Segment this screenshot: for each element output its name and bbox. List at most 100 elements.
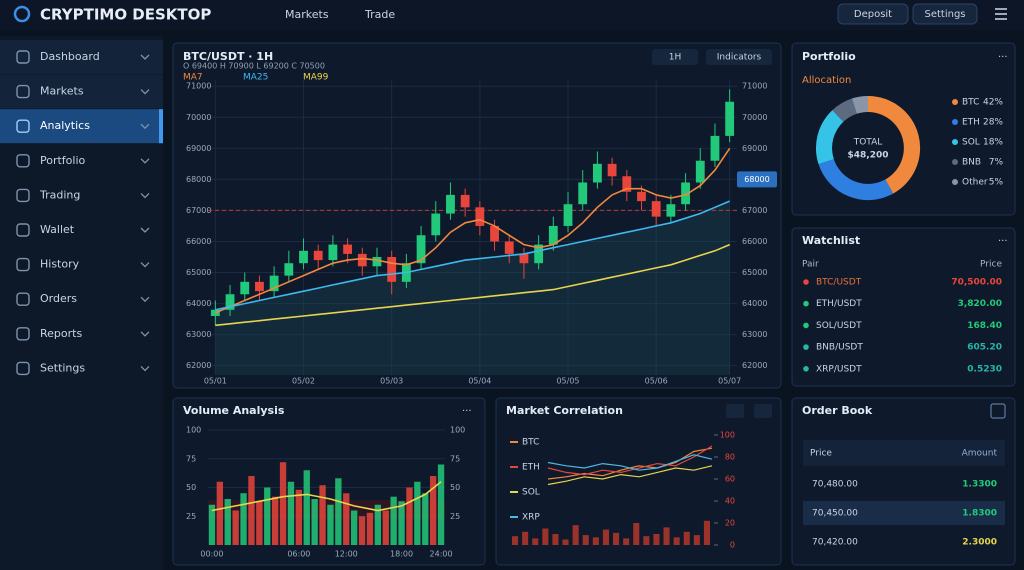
header-button-label[interactable]: Deposit [854, 9, 892, 20]
sidebar-item[interactable]: Trading [39, 188, 80, 201]
sidebar-item[interactable]: History [40, 258, 80, 271]
sidebar-item[interactable]: Wallet [40, 223, 75, 236]
sidebar-icon [16, 223, 30, 237]
header-button-label[interactable]: Settings [924, 9, 965, 20]
legend-dot [952, 99, 958, 105]
header-button[interactable] [837, 3, 909, 25]
y-tick-label: 64000 [742, 299, 767, 308]
volume-bar [653, 534, 660, 545]
sidebar-icon [16, 327, 30, 341]
candle-body [563, 204, 573, 226]
sidebar-item[interactable]: Portfolio [40, 154, 86, 167]
chart-button[interactable] [706, 49, 772, 65]
y-tick-label: 20 [725, 519, 735, 528]
volume-bar [343, 493, 350, 545]
pair-name[interactable]: BNB/USDT [816, 343, 863, 353]
volume-bar [216, 481, 224, 545]
y-tick-label: 75 [450, 454, 460, 463]
pair-price: 0.5230 [967, 364, 1002, 374]
candle-body [416, 235, 426, 264]
volume-bar [224, 499, 231, 545]
sidebar-item-bg[interactable] [0, 40, 163, 74]
order-price: 70,450.00 [812, 509, 858, 519]
legend-dot [952, 179, 958, 185]
panel-menu[interactable]: ··· [998, 52, 1008, 63]
candle-body [490, 225, 499, 242]
chart-button-label[interactable]: Indicators [717, 53, 762, 63]
volume-bar [643, 536, 650, 545]
legend-label: ETH [962, 118, 980, 128]
volume-bar [232, 510, 239, 545]
menu-icon[interactable] [995, 8, 1007, 20]
legend-label: BTC [522, 438, 539, 448]
pair-price: 3,820.00 [958, 299, 1002, 309]
y-tick-label: 64000 [186, 299, 211, 308]
y-tick-label: 60 [725, 475, 735, 484]
chart-button[interactable] [652, 49, 698, 65]
volume-bar [327, 504, 334, 545]
y-tick-label: 50 [186, 483, 196, 492]
pair-name[interactable]: XRP/USDT [816, 364, 862, 374]
volume-bar [319, 485, 326, 545]
legend-label: XRP [522, 513, 540, 523]
volume-bar [582, 535, 589, 545]
candle-body [343, 244, 353, 254]
legend-label: BNB [962, 158, 981, 168]
candle-body [328, 244, 338, 261]
sidebar-item[interactable]: Markets [40, 85, 84, 98]
header-button[interactable] [912, 3, 978, 25]
donut-segment [868, 95, 921, 194]
volume-bar [414, 481, 421, 545]
table-row [803, 530, 1005, 554]
status-dot [803, 322, 809, 329]
legend-value: 42% [983, 98, 1003, 108]
y-tick-label: 70000 [742, 113, 767, 122]
candle-body [592, 163, 602, 183]
active-indicator [159, 109, 163, 144]
panel-menu[interactable]: ··· [998, 236, 1008, 247]
sidebar-icon [16, 119, 30, 133]
status-dot [803, 344, 809, 350]
sidebar-item[interactable]: Reports [40, 327, 82, 340]
order-amount: 2.3000 [962, 538, 997, 548]
pair-name[interactable]: BTC/USDT [816, 278, 862, 288]
sidebar-item[interactable]: Analytics [40, 119, 90, 132]
y-tick-label: 68000 [186, 175, 211, 184]
chart-button-label[interactable]: 1H [669, 53, 682, 63]
donut-segment [815, 110, 844, 165]
y-tick-label: 65000 [186, 268, 211, 277]
nav-item[interactable]: Markets [285, 8, 329, 21]
chevron [140, 227, 150, 233]
sidebar-item-bg[interactable] [0, 74, 163, 109]
y-tick-label: 66000 [186, 237, 211, 246]
volume-bar [390, 496, 397, 545]
sidebar-item[interactable]: Orders [40, 292, 77, 305]
icon-button[interactable] [990, 403, 1006, 419]
x-tick-label: 24:00 [430, 550, 453, 559]
candle-body [622, 176, 632, 192]
icon-button[interactable] [754, 404, 772, 418]
candle-body [681, 182, 690, 205]
sidebar-item[interactable]: Settings [40, 361, 85, 374]
pair-name[interactable]: SOL/USDT [816, 321, 862, 331]
sidebar-item[interactable]: Dashboard [40, 50, 100, 63]
candle-body [504, 241, 514, 254]
pair-name[interactable]: ETH/USDT [816, 299, 862, 309]
volume-bar [358, 516, 366, 545]
icon-button[interactable] [726, 404, 744, 418]
volume-bar [429, 476, 437, 545]
candle-body [695, 160, 705, 183]
y-tick-label: 71000 [742, 82, 767, 91]
panel-title: BTC/USDT · 1H [183, 50, 273, 63]
volume-bar [271, 496, 279, 545]
panel-menu[interactable]: ··· [462, 406, 472, 417]
volume-bar [295, 489, 303, 545]
nav-item[interactable]: Trade [364, 8, 395, 21]
sidebar-icon [16, 50, 30, 64]
y-tick-label: 100 [720, 431, 735, 440]
legend-value: 5% [989, 178, 1004, 188]
volume-bar [613, 532, 620, 545]
legend-value: 28% [983, 118, 1003, 128]
candle-body [387, 257, 397, 282]
sidebar-icon [16, 361, 30, 376]
